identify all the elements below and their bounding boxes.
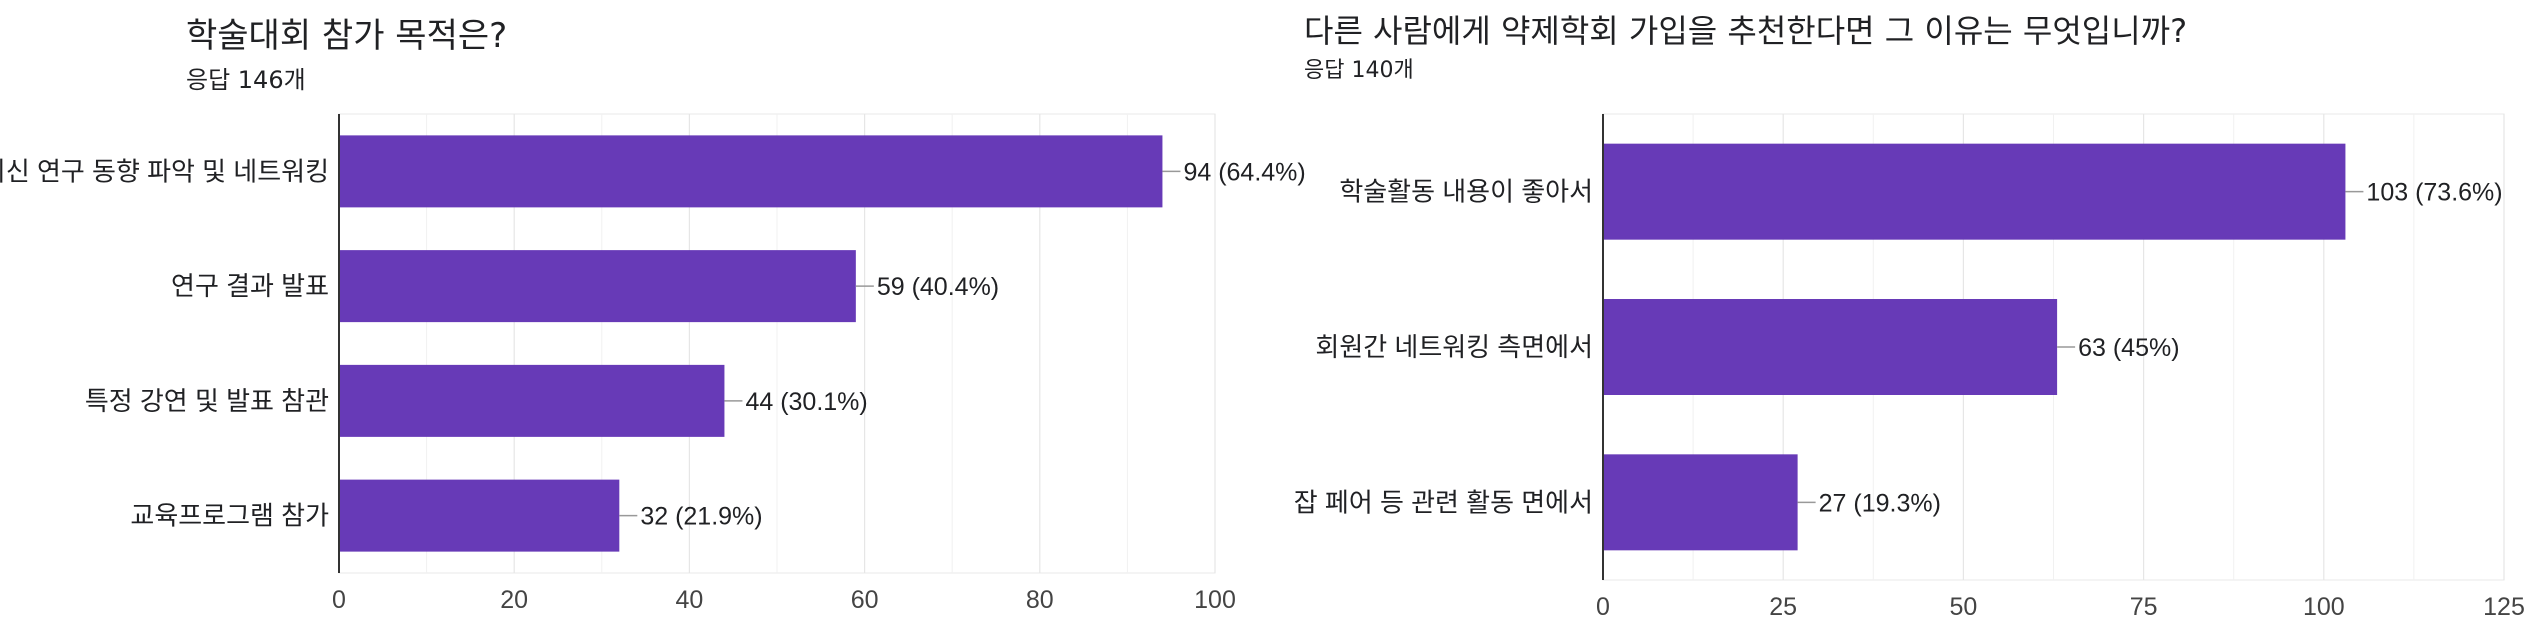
category-label: 연구 결과 발표 xyxy=(171,271,329,301)
bar xyxy=(1603,143,2346,240)
data-label: 44 (30.1%) xyxy=(745,388,867,416)
category-label: 학술활동 내용이 좋아서 xyxy=(1339,177,1593,207)
bar xyxy=(339,135,1163,208)
chart-panel-recommend: 다른 사람에게 약제학회 가입을 추천한다면 그 이유는 무엇입니까? 응답 1… xyxy=(1266,0,2532,640)
bar xyxy=(339,250,856,323)
x-tick-label: 100 xyxy=(1194,586,1236,614)
chart-panel-purpose: 학술대회 참가 목적은? 응답 146개 0 20 40 60 80 100 94 (64.… xyxy=(0,16,1306,614)
x-tick-label: 80 xyxy=(1026,586,1054,614)
x-tick-label: 25 xyxy=(1769,593,1797,621)
chart-subtitle: 응답 146개 xyxy=(186,66,306,94)
bar-chart-recommend: 0 25 50 75 100 125 103 (73.6%) 학술활동 내용이 좋아서 63 (… xyxy=(1294,113,2525,621)
x-tick-label: 60 xyxy=(851,586,879,614)
x-tick-label: 100 xyxy=(2303,593,2345,621)
bar-chart-purpose: 0 20 40 60 80 100 94 (64.4%) 최신 연구 동향 파악 및 네트워킹… xyxy=(0,113,1306,614)
x-tick-label: 40 xyxy=(675,586,703,614)
data-label: 32 (21.9%) xyxy=(640,503,762,531)
data-label: 27 (19.3%) xyxy=(1819,489,1941,517)
bar xyxy=(339,364,725,437)
x-tick-label: 20 xyxy=(500,586,528,614)
bar xyxy=(1603,299,2058,395)
category-label: 교육프로그램 참가 xyxy=(130,501,329,531)
bar xyxy=(1603,454,1798,551)
chart-title: 다른 사람에게 약제학회 가입을 추천한다면 그 이유는 무엇입니까? xyxy=(1304,12,2188,50)
chart-subtitle: 응답 140개 xyxy=(1304,58,1414,83)
category-label: 회원간 네트워킹 측면에서 xyxy=(1315,332,1593,362)
data-label: 63 (45%) xyxy=(2078,334,2179,362)
category-label: 잡 페어 등 관련 활동 면에서 xyxy=(1294,487,1593,517)
data-label: 59 (40.4%) xyxy=(877,273,999,301)
x-tick-label: 75 xyxy=(2130,593,2158,621)
data-label: 94 (64.4%) xyxy=(1183,158,1305,186)
chart-title: 학술대회 참가 목적은? xyxy=(186,16,508,56)
x-tick-label: 125 xyxy=(2483,593,2525,621)
bar xyxy=(339,479,620,552)
x-tick-label: 0 xyxy=(332,586,346,614)
category-label: 특정 강연 및 발표 참관 xyxy=(85,386,329,416)
x-tick-label: 50 xyxy=(1949,593,1977,621)
x-tick-label: 0 xyxy=(1596,593,1610,621)
category-label: 최신 연구 동향 파악 및 네트워킹 xyxy=(0,156,329,186)
data-label: 103 (73.6%) xyxy=(2366,179,2502,207)
